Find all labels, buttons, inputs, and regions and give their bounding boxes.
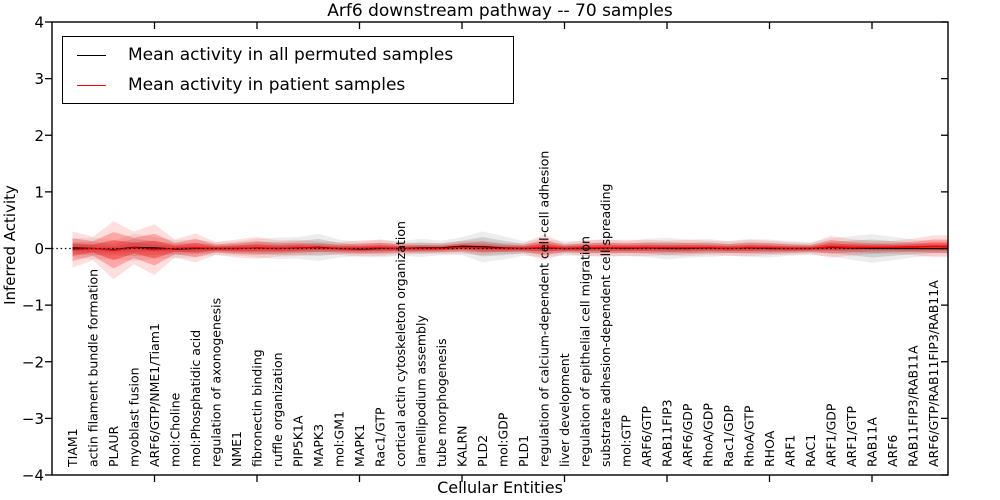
x-tick-label: ARF6/GTP/NME1/Tiam1	[147, 323, 162, 467]
permuted-line-swatch	[77, 54, 106, 56]
x-tick-label: PLD2	[475, 435, 490, 467]
x-tick-label: MAPK3	[311, 424, 326, 467]
x-tick-label: ARF6/GTP	[639, 406, 654, 467]
x-tick-label: mol:Choline	[168, 392, 183, 467]
patient-band-outer	[72, 221, 948, 280]
x-tick-label: lamellipodium assembly	[414, 315, 429, 467]
x-tick-label: RAB11FIP3	[660, 399, 675, 467]
x-tick-label: tube morphogenesis	[434, 338, 449, 467]
permuted-band	[72, 237, 948, 258]
x-tick-label: ARF1	[783, 435, 798, 467]
x-tick-label: regulation of axonogenesis	[209, 298, 224, 467]
x-tick-label: fibronectin binding	[250, 349, 265, 467]
legend-label: Mean activity in patient samples	[128, 75, 406, 95]
x-tick-label: RHOA	[762, 430, 777, 467]
x-tick-label: liver development	[557, 353, 572, 467]
legend-item-patient: Mean activity in patient samples	[63, 70, 513, 100]
x-tick-label: MAPK1	[352, 424, 367, 467]
x-tick-label: KALRN	[455, 425, 470, 467]
x-tick-label: RAB11FIP3/RAB11A	[906, 345, 921, 467]
legend-item-permuted: Mean activity in all permuted samples	[63, 40, 513, 70]
y-axis-label: Inferred Activity	[1, 185, 19, 305]
x-tick-label: PIP5K1A	[291, 415, 306, 467]
x-tick-label: TIAM1	[65, 428, 80, 468]
x-tick-label: cortical actin cytoskeleton organization	[393, 221, 408, 467]
axes-frame	[51, 21, 949, 476]
x-tick-label: Rac1/GTP	[373, 407, 388, 467]
y-tick-label: 4	[34, 14, 44, 32]
x-tick-label: regulation of calcium-dependent cell-cel…	[537, 151, 552, 467]
x-tick-label: ARF1/GDP	[824, 403, 839, 467]
x-tick-label: mol:GTP	[619, 415, 634, 467]
y-tick-label: −2	[22, 353, 44, 371]
x-tick-label: substrate adhesion-dependent cell spread…	[598, 184, 613, 467]
patient-band	[72, 232, 948, 269]
x-tick-label: PLD1	[516, 435, 531, 467]
x-tick-label: myoblast fusion	[127, 367, 142, 467]
x-tick-label: RhoA/GDP	[701, 403, 716, 467]
y-tick-label: −4	[22, 467, 44, 485]
x-tick-label: RAB11A	[865, 417, 880, 467]
x-tick-label: RhoA/GTP	[742, 405, 757, 467]
x-tick-label: mol:GDP	[496, 412, 511, 467]
x-tick-label: ARF6	[885, 435, 900, 467]
chart-title: Arf6 downstream pathway -- 70 samples	[327, 1, 673, 21]
y-tick-label: 0	[34, 240, 44, 258]
x-tick-label: ruffle organization	[270, 352, 285, 467]
y-tick-label: 1	[34, 183, 44, 201]
x-tick-label: NME1	[229, 431, 244, 467]
x-axis-label: Cellular Entities	[437, 478, 563, 497]
x-tick-label: RAC1	[803, 434, 818, 467]
patient-band-inner	[72, 240, 948, 261]
x-tick-label: ARF6/GTP/RAB11FIP3/RAB11A	[926, 280, 941, 467]
x-tick-label: ARF6/GDP	[680, 403, 695, 467]
y-tick-label: −3	[22, 410, 44, 428]
permuted-band-outer	[72, 231, 948, 263]
x-tick-label: mol:Phosphatidic acid	[188, 330, 203, 467]
y-tick-label: −1	[22, 297, 44, 315]
x-tick-label: Rac1/GDP	[721, 405, 736, 467]
x-tick-label: ARF1/GTP	[844, 406, 859, 467]
y-tick-label: 3	[34, 70, 44, 88]
x-tick-label: actin filament bundle formation	[86, 269, 101, 467]
legend-label: Mean activity in all permuted samples	[128, 45, 454, 65]
x-tick-label: PLAUR	[106, 426, 121, 467]
legend: Mean activity in all permuted samples Me…	[62, 36, 514, 104]
x-tick-label: regulation of epithelial cell migration	[578, 236, 593, 467]
x-tick-label: mol:GM1	[332, 411, 347, 467]
patient-line-swatch	[77, 84, 106, 86]
y-tick-label: 2	[34, 127, 44, 145]
